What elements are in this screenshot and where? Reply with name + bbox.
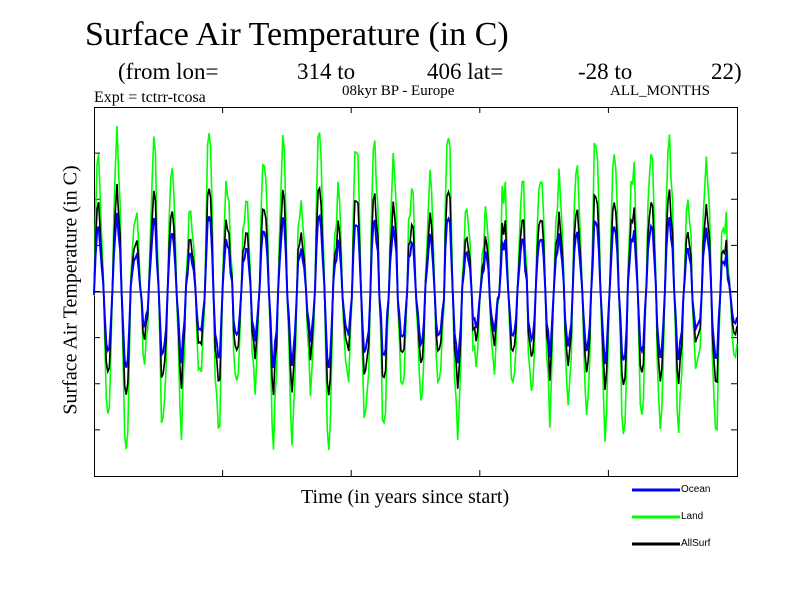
subtitle-lat-label: 406 lat= xyxy=(427,59,504,84)
series-line-ocean xyxy=(93,212,738,369)
months-label: ALL_MONTHS xyxy=(610,83,710,99)
series-layer xyxy=(93,125,738,451)
subtitle-lat-end: 22) xyxy=(711,59,742,84)
experiment-label: Expt = tctrr-tcosa xyxy=(94,89,206,106)
legend xyxy=(632,488,680,546)
legend-label-land: Land xyxy=(681,511,704,522)
subtitle-lon-start: 314 to xyxy=(297,59,356,84)
chart-title: Surface Air Temperature (in C) xyxy=(85,16,509,53)
region-label: 08kyr BP - Europe xyxy=(342,83,455,99)
axis-ticks xyxy=(94,107,737,476)
subtitle-lat-start: -28 to xyxy=(578,59,633,84)
subtitle-lon-label: (from lon= xyxy=(118,59,219,84)
legend-label-allsurf: AllSurf xyxy=(681,538,711,549)
x-axis-label: Time (in years since start) xyxy=(301,486,510,508)
legend-label-ocean: Ocean xyxy=(681,484,711,495)
